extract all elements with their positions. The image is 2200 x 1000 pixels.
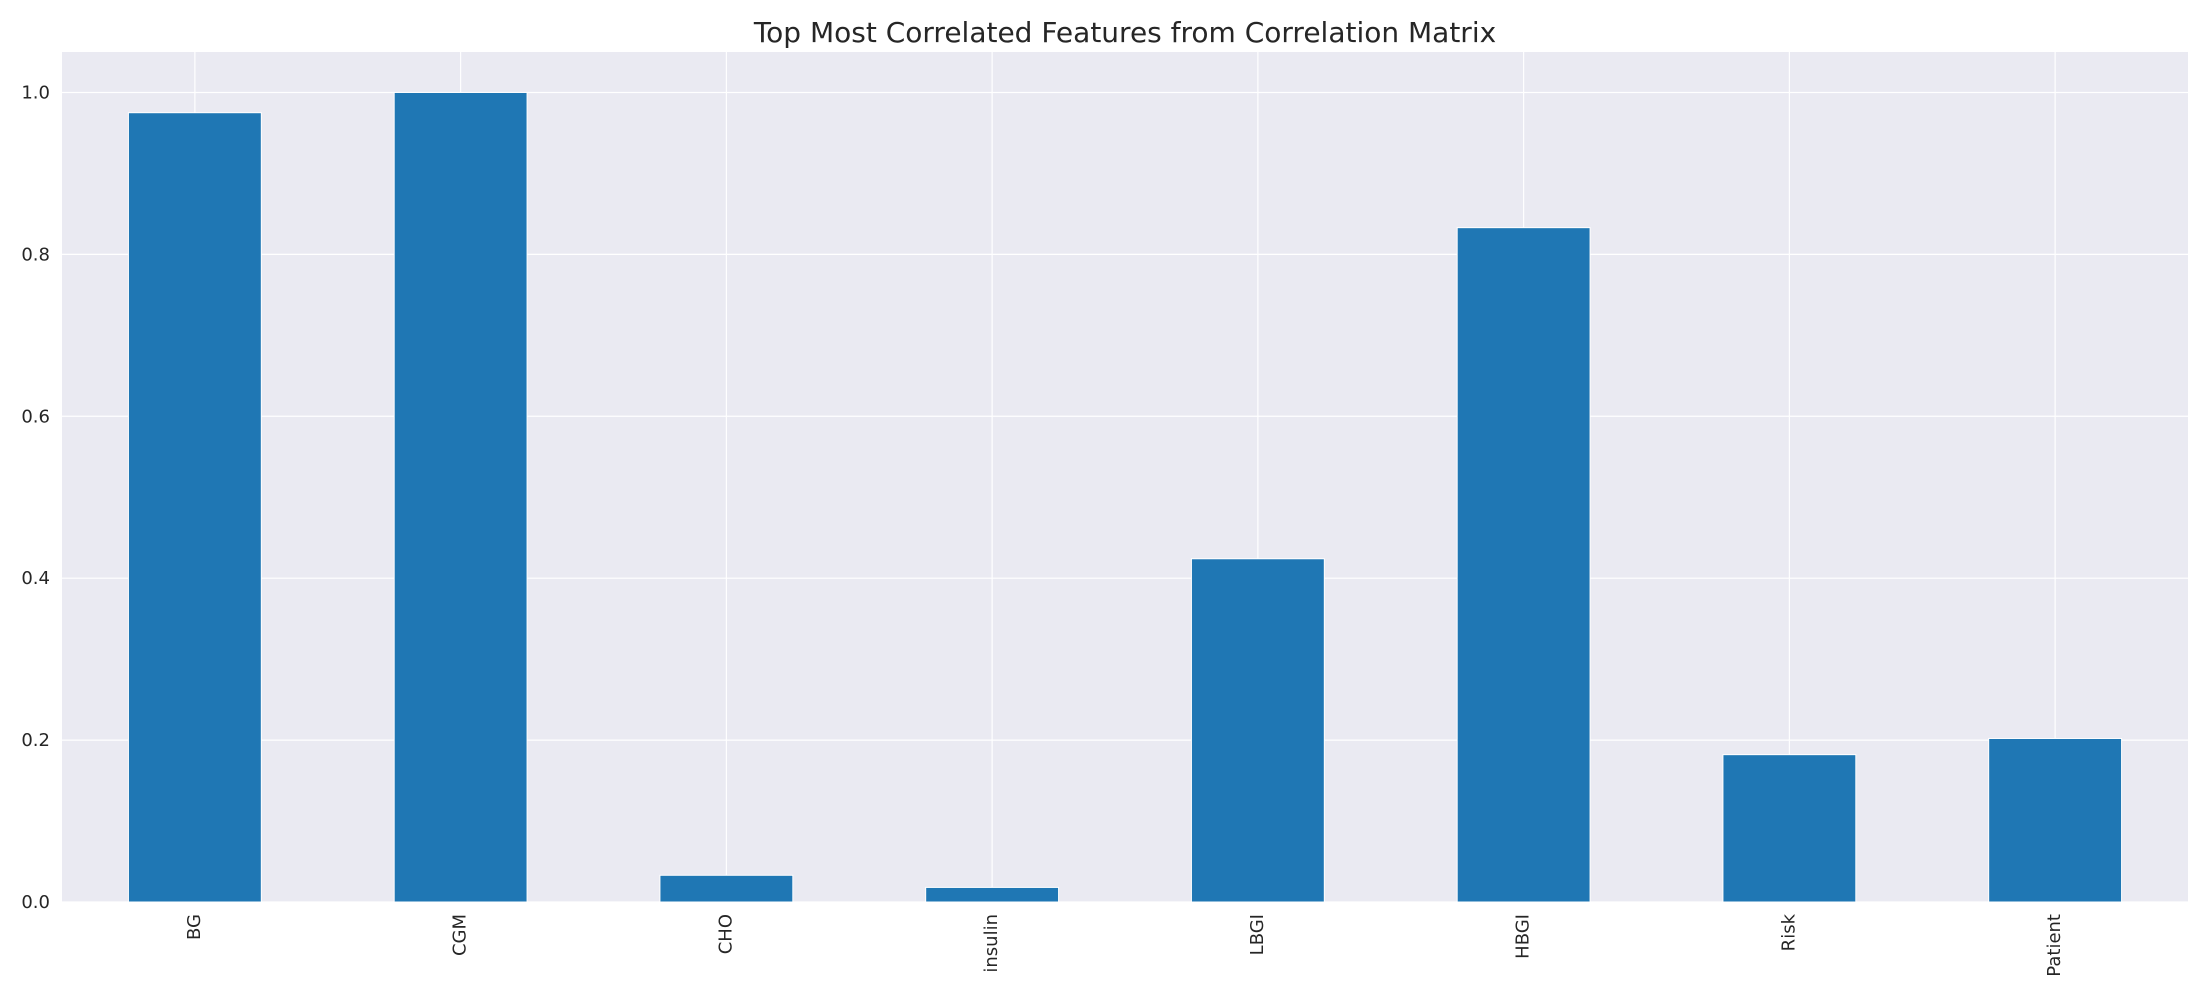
y-tick-label: 0.0 bbox=[21, 892, 50, 913]
bar-lbgi bbox=[1190, 558, 1325, 903]
bar-insulin bbox=[925, 886, 1060, 903]
y-tick-label: 0.2 bbox=[21, 730, 50, 751]
x-tick-label: CHO bbox=[715, 914, 736, 954]
bar-cho bbox=[659, 874, 794, 903]
x-tick-label: CGM bbox=[450, 914, 471, 956]
x-tick-label: HBGI bbox=[1513, 914, 1534, 959]
y-tick-label: 0.6 bbox=[21, 406, 50, 427]
x-tick-label: Patient bbox=[2044, 914, 2065, 977]
bar-patient bbox=[1988, 737, 2123, 903]
x-axis-ticks: BG CGM CHO insulin LBGI HBGI Risk Patient bbox=[184, 913, 2065, 976]
x-tick-label: LBGI bbox=[1247, 914, 1268, 955]
plot-area bbox=[62, 52, 2188, 902]
y-tick-label: 0.8 bbox=[21, 244, 50, 265]
bar-risk bbox=[1722, 754, 1857, 903]
y-axis-ticks: 0.0 0.2 0.4 0.6 0.8 1.0 bbox=[21, 82, 50, 913]
bars bbox=[127, 91, 2123, 903]
bar-cgm bbox=[393, 91, 528, 903]
bar-bg bbox=[127, 112, 262, 903]
x-tick-label: Risk bbox=[1778, 913, 1799, 951]
bar-hbgi bbox=[1456, 227, 1591, 903]
y-tick-label: 0.4 bbox=[21, 568, 50, 589]
x-tick-label: BG bbox=[184, 914, 205, 940]
chart-title: Top Most Correlated Features from Correl… bbox=[753, 16, 1496, 49]
x-tick-label: insulin bbox=[981, 914, 1002, 973]
y-tick-label: 1.0 bbox=[21, 82, 50, 103]
